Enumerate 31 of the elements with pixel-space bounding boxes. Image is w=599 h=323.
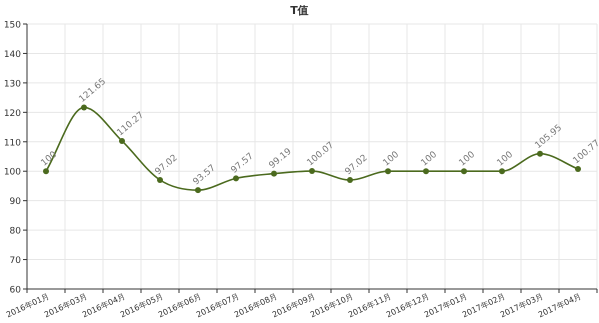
point — [423, 168, 429, 174]
y-tick-label: 70 — [10, 256, 22, 266]
y-tick-label: 120 — [4, 108, 22, 119]
y-tick-label: 100 — [4, 168, 22, 178]
data-label: 100 — [382, 150, 402, 169]
point — [119, 138, 125, 144]
y-tick-label: 80 — [10, 226, 22, 237]
data-label: 100 — [420, 150, 440, 169]
point — [347, 176, 353, 183]
point — [195, 187, 201, 194]
point — [575, 166, 581, 172]
data-label: 100 — [40, 150, 60, 169]
point — [385, 168, 391, 174]
y-tick-label: 130 — [4, 79, 22, 90]
y-tick-label: 60 — [10, 286, 22, 296]
y-tick-label: 110 — [4, 138, 22, 148]
point — [309, 168, 315, 174]
data-label: 100 — [458, 150, 478, 169]
point — [461, 168, 467, 174]
y-tick-label: 90 — [10, 197, 22, 208]
point — [537, 150, 543, 157]
data-label: 100 — [496, 150, 516, 169]
chart-title: T值 — [290, 4, 309, 17]
point — [499, 168, 505, 174]
point — [81, 104, 87, 110]
point — [43, 168, 49, 174]
y-tick-label: 150 — [4, 20, 22, 30]
point — [233, 175, 239, 182]
y-tick-label: 140 — [4, 50, 22, 60]
point — [157, 176, 163, 183]
point — [271, 170, 277, 177]
